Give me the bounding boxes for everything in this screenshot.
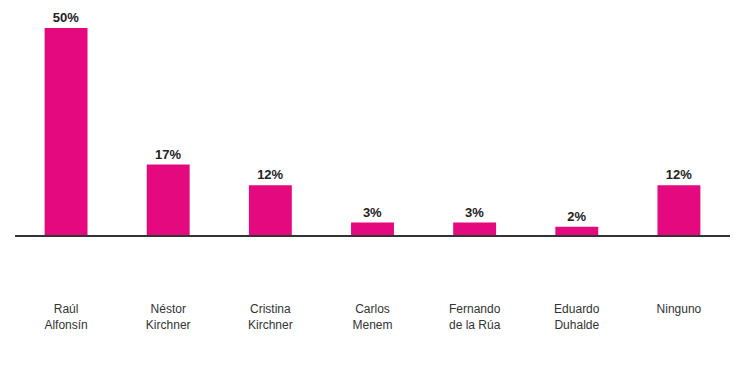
svg-text:CarlosMenem: CarlosMenem [352,302,392,332]
svg-text:3%: 3% [363,205,382,220]
svg-text:NéstorKirchner: NéstorKirchner [146,302,191,332]
svg-text:Fernandode la Rúa: Fernandode la Rúa [449,302,501,332]
svg-text:12%: 12% [666,167,692,182]
svg-text:RaúlAlfonsín: RaúlAlfonsín [44,302,87,332]
svg-text:50%: 50% [53,10,79,25]
svg-text:2%: 2% [567,209,586,224]
svg-text:3%: 3% [465,205,484,220]
svg-text:17%: 17% [155,147,181,162]
svg-text:12%: 12% [257,167,283,182]
svg-text:EduardoDuhalde: EduardoDuhalde [554,302,600,332]
svg-text:CristinaKirchner: CristinaKirchner [248,302,293,332]
svg-text:Ninguno: Ninguno [657,302,702,316]
